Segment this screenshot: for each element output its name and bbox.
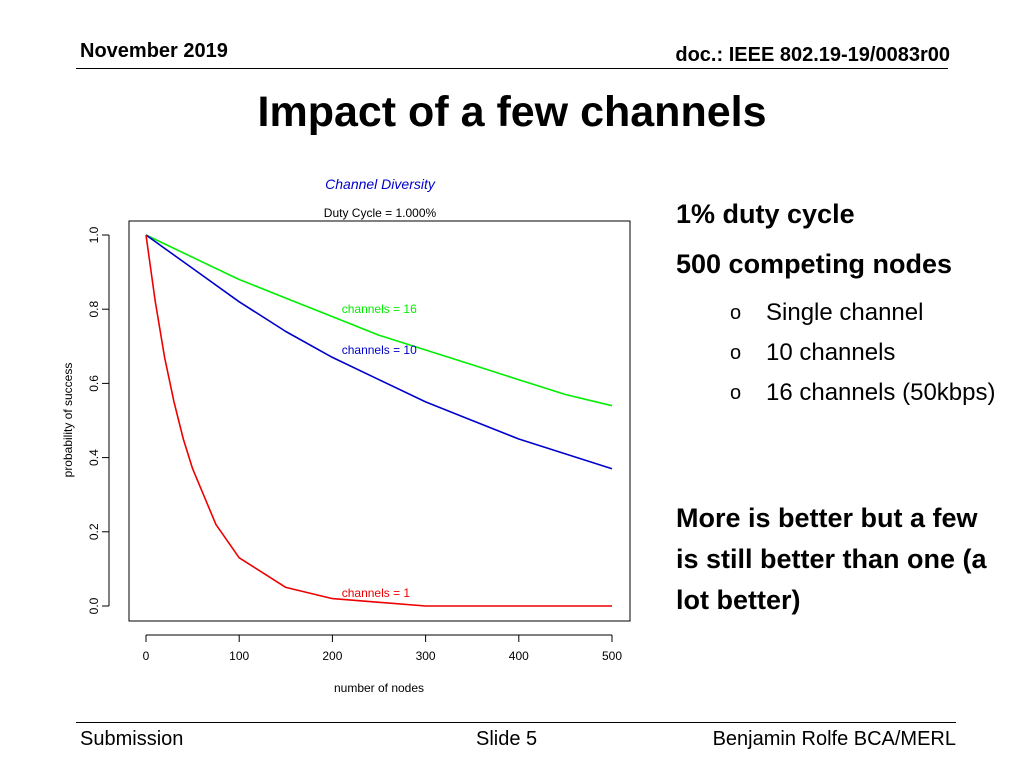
bullet-list: 1% duty cycle 500 competing nodes o Sing… xyxy=(676,196,1006,416)
sub-bullet-16-channels: o 16 channels (50kbps) xyxy=(676,376,1006,410)
series-line-channels-16 xyxy=(145,234,613,407)
x-tick-label: 0 xyxy=(143,649,150,663)
y-axis: 0.0 0.2 0.4 0.6 0.8 1.0 xyxy=(87,226,110,614)
y-tick-label: 0.2 xyxy=(87,523,101,540)
x-tick-label: 400 xyxy=(509,649,529,663)
footer-submission: Submission xyxy=(80,728,184,750)
channel-diversity-chart: Channel Diversity Duty Cycle = 1.000% pr… xyxy=(40,160,660,720)
circle-bullet-icon: o xyxy=(730,382,742,404)
y-tick-label: 0.4 xyxy=(87,449,101,466)
series-label-channels-1: channels = 1 xyxy=(342,586,411,600)
footer-divider xyxy=(76,722,956,723)
sub-bullet-label: 10 channels xyxy=(766,339,896,366)
circle-bullet-icon: o xyxy=(730,302,742,324)
bullet-competing-nodes: 500 competing nodes xyxy=(676,249,953,279)
sub-bullet-label: 16 channels (50kbps) xyxy=(766,379,996,406)
footer-author: Benjamin Rolfe BCA/MERL xyxy=(712,728,956,750)
header-doc-number: doc.: IEEE 802.19-19/0083r00 xyxy=(675,44,950,66)
sub-bullet-10-channels: o 10 channels xyxy=(676,336,1006,370)
y-tick-label: 0.0 xyxy=(87,597,101,614)
y-axis-label: probability of success xyxy=(61,363,75,478)
x-tick-label: 200 xyxy=(322,649,342,663)
series-label-channels-10: channels = 10 xyxy=(342,343,417,357)
y-tick-label: 1.0 xyxy=(87,226,101,243)
chart-title: Channel Diversity xyxy=(325,176,436,192)
y-tick-label: 0.6 xyxy=(87,375,101,392)
sub-bullet-single-channel: o Single channel xyxy=(676,296,1006,330)
chart-svg: Channel Diversity Duty Cycle = 1.000% pr… xyxy=(61,176,631,695)
series-line-channels-10 xyxy=(145,234,613,470)
slide-title: Impact of a few channels xyxy=(257,88,767,136)
series-layer: channels = 16 channels = 10 channels = 1 xyxy=(145,234,613,607)
x-tick-label: 500 xyxy=(602,649,622,663)
sub-bullet-label: Single channel xyxy=(766,299,924,326)
x-axis-label: number of nodes xyxy=(334,681,424,695)
x-tick-label: 300 xyxy=(416,649,436,663)
chart-subtitle: Duty Cycle = 1.000% xyxy=(324,206,437,220)
footer-slide-number: Slide 5 xyxy=(476,728,538,750)
x-tick-label: 100 xyxy=(229,649,249,663)
plot-frame xyxy=(128,220,631,622)
bullet-duty-cycle: 1% duty cycle xyxy=(676,199,855,229)
series-line-channels-1 xyxy=(145,234,612,607)
header-date: November 2019 xyxy=(80,40,228,62)
y-tick-label: 0.8 xyxy=(87,301,101,318)
series-label-channels-16: channels = 16 xyxy=(342,302,417,316)
circle-bullet-icon: o xyxy=(730,342,742,364)
x-axis: 0 100 200 300 400 500 xyxy=(143,634,622,663)
header-divider xyxy=(76,68,948,69)
conclusion-text: More is better but a few is still better… xyxy=(676,503,987,615)
